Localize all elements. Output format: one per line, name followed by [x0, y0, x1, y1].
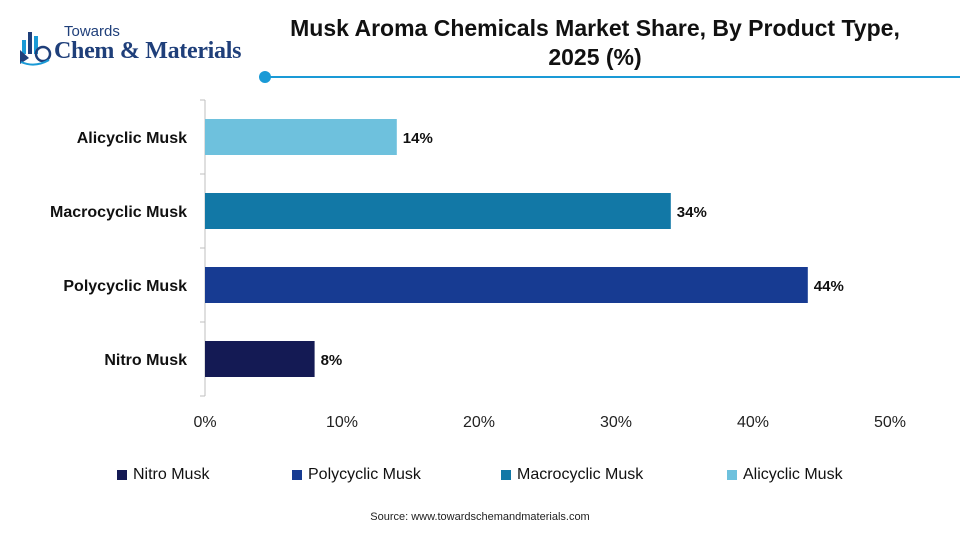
category-label-macrocyclic-musk: Macrocyclic Musk: [50, 204, 187, 221]
legend-label: Nitro Musk: [133, 466, 210, 483]
data-label-polycyclic-musk: 44%: [814, 278, 844, 295]
legend-swatch: [117, 470, 127, 480]
chart-legend: Nitro Musk Polycyclic Musk Macrocyclic M…: [0, 464, 960, 486]
data-label-nitro-musk: 8%: [321, 352, 343, 369]
logo-brand-text: Chem & Materials: [54, 38, 242, 64]
legend-item-macrocyclic-musk: Macrocyclic Musk: [501, 464, 643, 486]
bar-macrocyclic-musk: [205, 193, 671, 229]
x-tick-label: 30%: [600, 414, 632, 431]
logo-towards-text: Towards: [64, 23, 120, 40]
legend-label: Polycyclic Musk: [308, 466, 421, 483]
legend-item-polycyclic-musk: Polycyclic Musk: [292, 464, 421, 486]
legend-item-nitro-musk: Nitro Musk: [117, 464, 209, 486]
x-tick-label: 10%: [326, 414, 358, 431]
category-label-nitro-musk: Nitro Musk: [104, 352, 187, 369]
legend-label: Macrocyclic Musk: [517, 466, 644, 483]
bar-nitro-musk: [205, 341, 315, 377]
legend-swatch: [292, 470, 302, 480]
bar-chart: Alicyclic Musk 14% Macrocyclic Musk 34% Poly…: [50, 99, 906, 431]
title-divider: [265, 76, 960, 78]
x-tick-label: 50%: [874, 414, 906, 431]
source-note: Source: www.towardschemandmaterials.com: [370, 511, 590, 523]
bar-polycyclic-musk: [205, 267, 808, 303]
data-label-macrocyclic-musk: 34%: [677, 204, 707, 221]
legend-item-alicyclic-musk: Alicyclic Musk: [727, 464, 843, 486]
legend-label: Alicyclic Musk: [743, 466, 843, 483]
chart-title: Musk Aroma Chemicals Market Share, By Pr…: [290, 15, 900, 70]
x-tick-label: 40%: [737, 414, 769, 431]
category-label-alicyclic-musk: Alicyclic Musk: [77, 130, 187, 147]
flask-logo-icon: [20, 32, 52, 66]
x-tick-label: 0%: [193, 414, 216, 431]
bar-alicyclic-musk: [205, 119, 397, 155]
legend-swatch: [727, 470, 737, 480]
category-label-polycyclic-musk: Polycyclic Musk: [63, 278, 187, 295]
data-label-alicyclic-musk: 14%: [403, 130, 433, 147]
x-tick-label: 20%: [463, 414, 495, 431]
brand-logo: Towards Chem & Materials: [18, 14, 258, 70]
title-divider-dot: [259, 71, 271, 83]
legend-swatch: [501, 470, 511, 480]
